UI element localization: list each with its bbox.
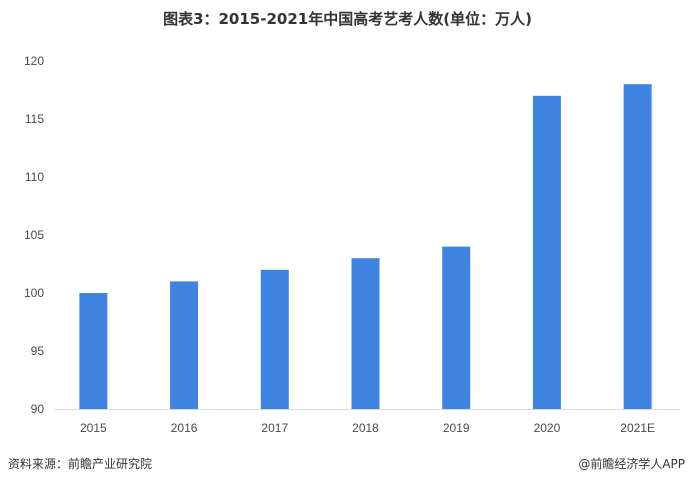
bar (532, 95, 561, 410)
x-tick-label: 2018 (352, 421, 379, 435)
x-tick-label: 2021E (620, 421, 655, 435)
y-tick-label: 90 (31, 402, 45, 416)
credit-note: @前瞻经济学人APP (578, 457, 685, 471)
bar (79, 293, 108, 409)
x-tick-label: 2020 (534, 421, 561, 435)
y-axis-ticks: 90 95 100 105 110 115 120 (24, 54, 44, 416)
bar (442, 246, 471, 409)
y-tick-label: 95 (31, 344, 45, 358)
y-tick-label: 105 (24, 228, 44, 242)
bar (351, 258, 380, 409)
y-tick-label: 115 (25, 112, 44, 126)
bar (260, 269, 289, 409)
y-tick-label: 120 (24, 54, 44, 68)
x-tick-label: 2015 (80, 421, 107, 435)
source-note: 资料来源：前瞻产业研究院 (8, 457, 153, 471)
x-tick-label: 2016 (171, 421, 198, 435)
x-tick-label: 2017 (261, 421, 288, 435)
bars (79, 84, 652, 410)
y-tick-label: 110 (25, 170, 44, 184)
bar (623, 84, 652, 409)
chart-title: 图表3：2015-2021年中国高考艺考人数(单位：万人) (163, 10, 532, 28)
x-axis-ticks: 2015 2016 2017 2018 2019 2020 2021E (80, 421, 655, 435)
y-tick-label: 100 (24, 286, 44, 300)
x-tick-label: 2019 (443, 421, 470, 435)
bar (170, 281, 199, 409)
